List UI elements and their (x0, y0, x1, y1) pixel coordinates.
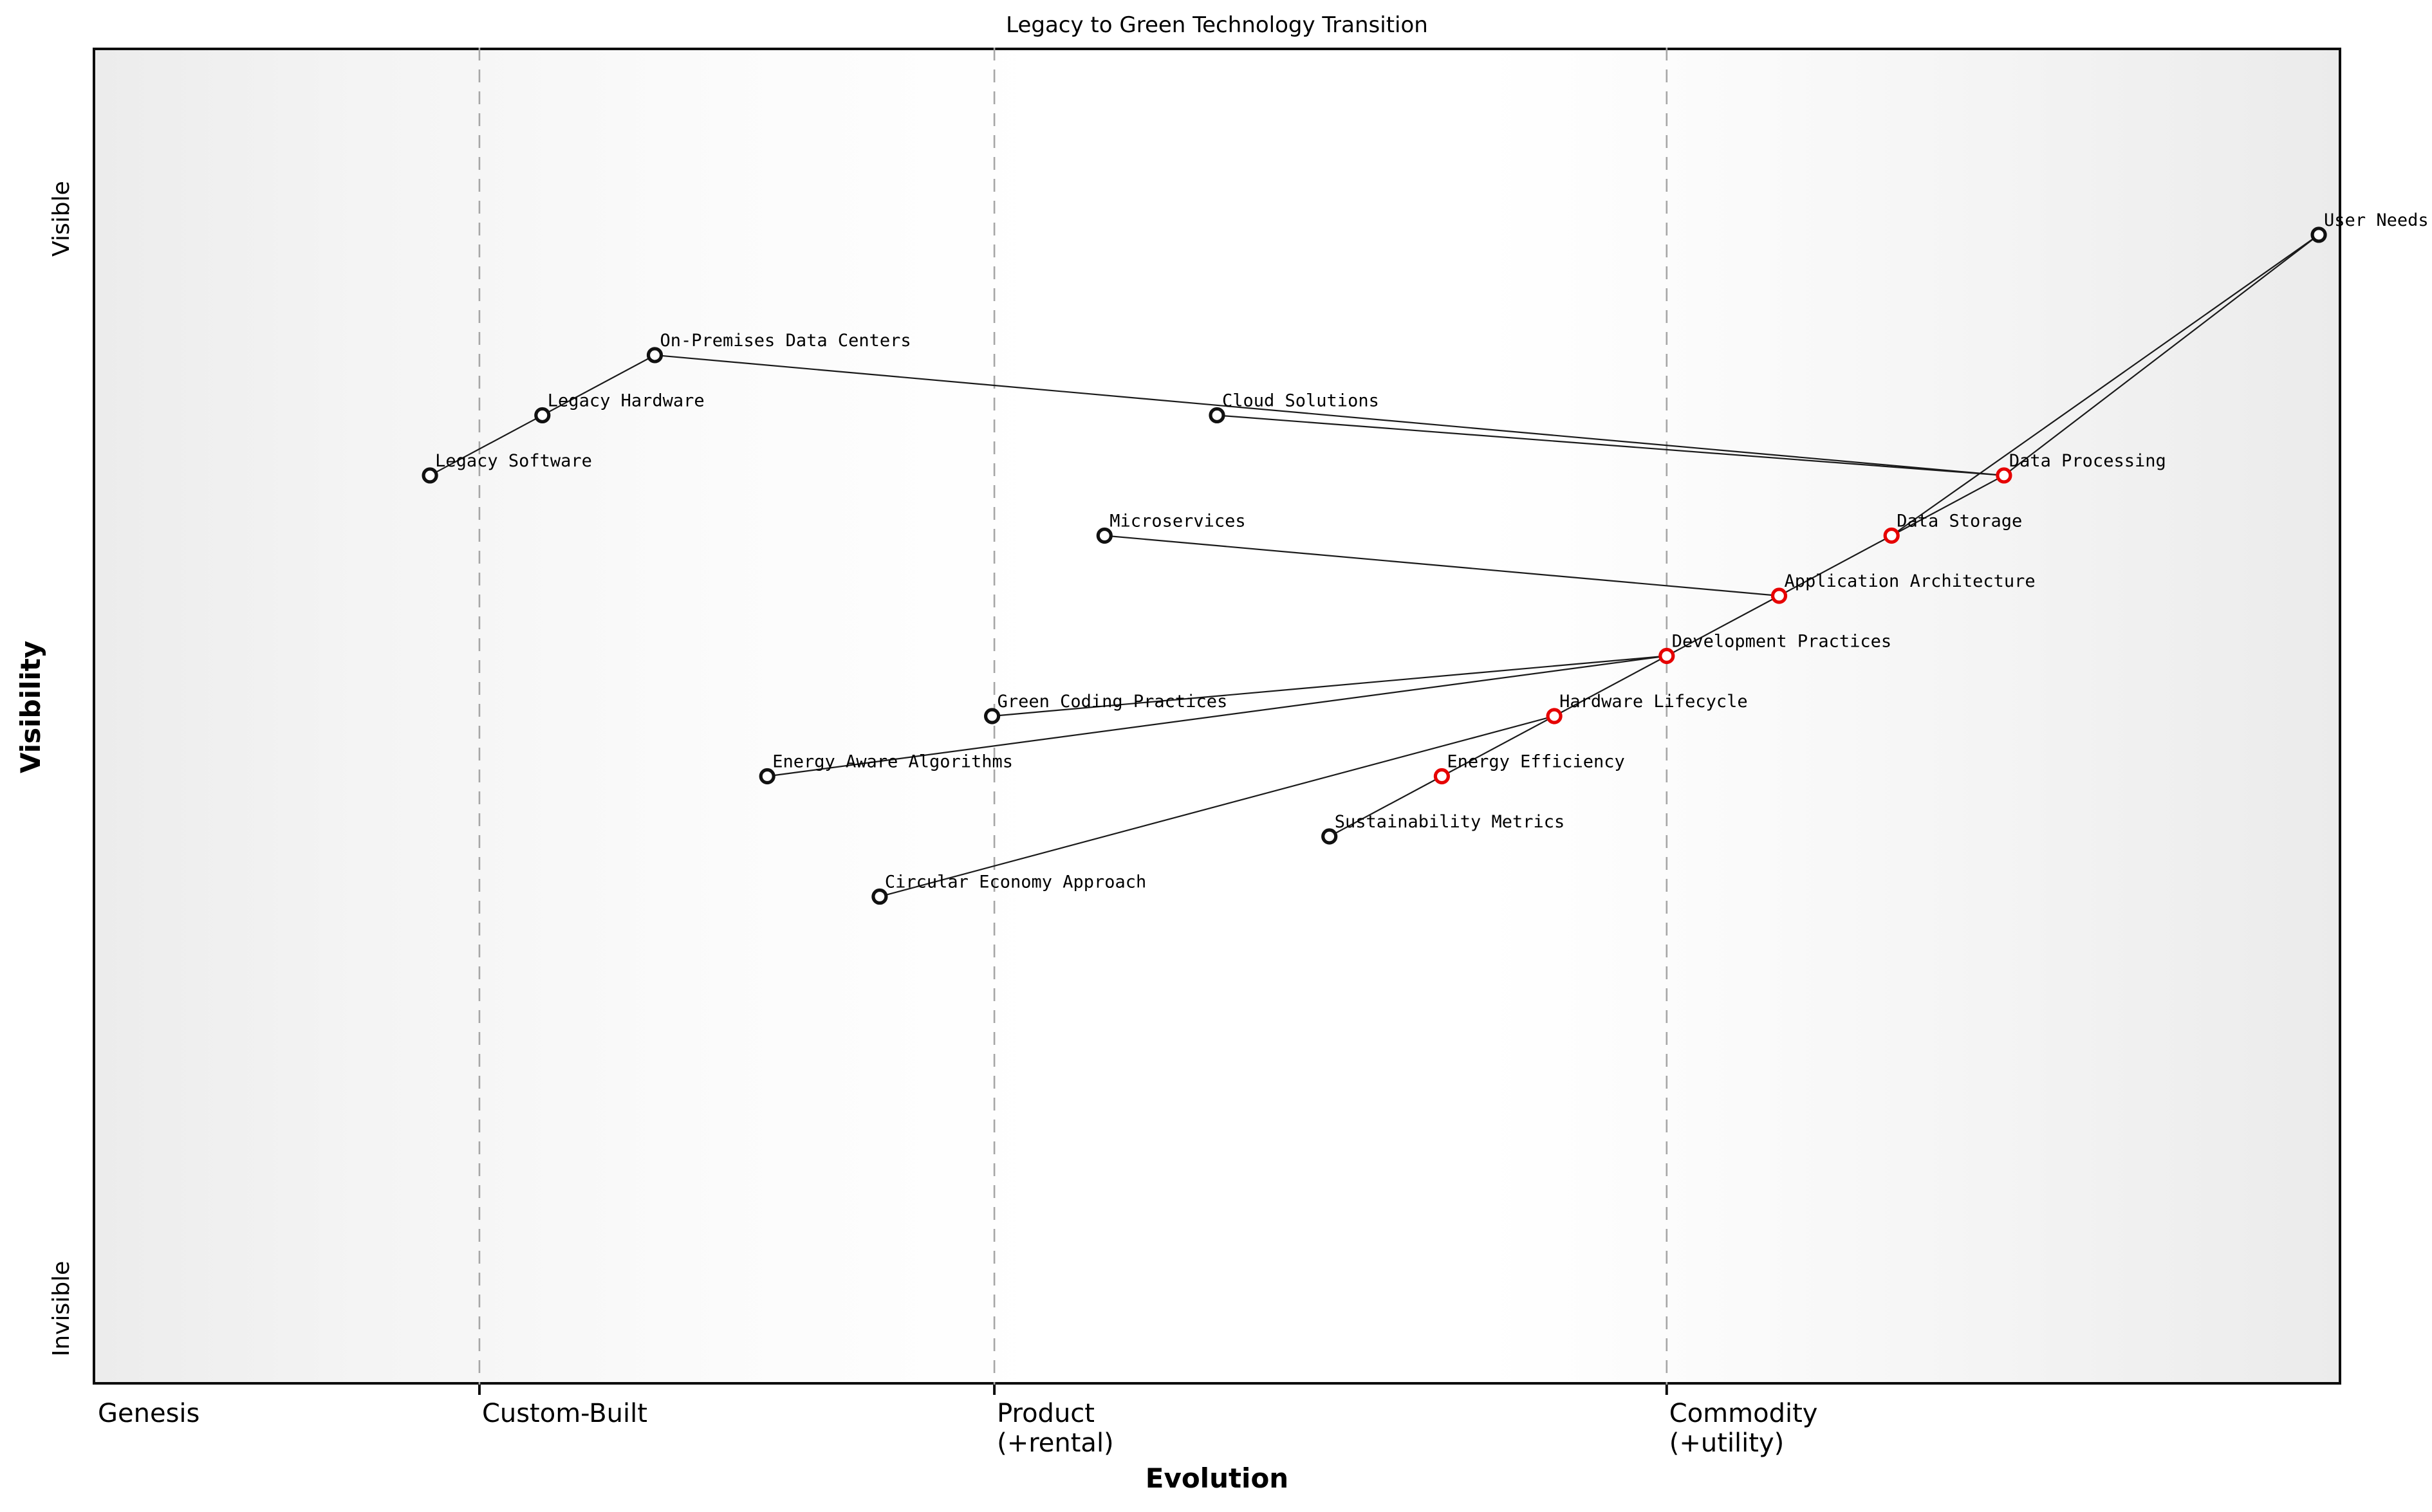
stage-label: Custom-Built (481, 1397, 647, 1428)
chart-title: Legacy to Green Technology Transition (1006, 13, 1428, 39)
plot-area (93, 48, 2341, 1385)
stage-label: Product (+rental) (997, 1397, 1114, 1458)
stage-label: Commodity (+utility) (1669, 1397, 1818, 1458)
stage-label: Genesis (98, 1397, 200, 1428)
y-axis-tick-invisible: Invisible (48, 1260, 75, 1357)
y-axis-title: Visibility (15, 640, 46, 773)
x-axis-title: Evolution (1145, 1463, 1289, 1494)
y-axis-tick-visible: Visible (48, 181, 75, 257)
